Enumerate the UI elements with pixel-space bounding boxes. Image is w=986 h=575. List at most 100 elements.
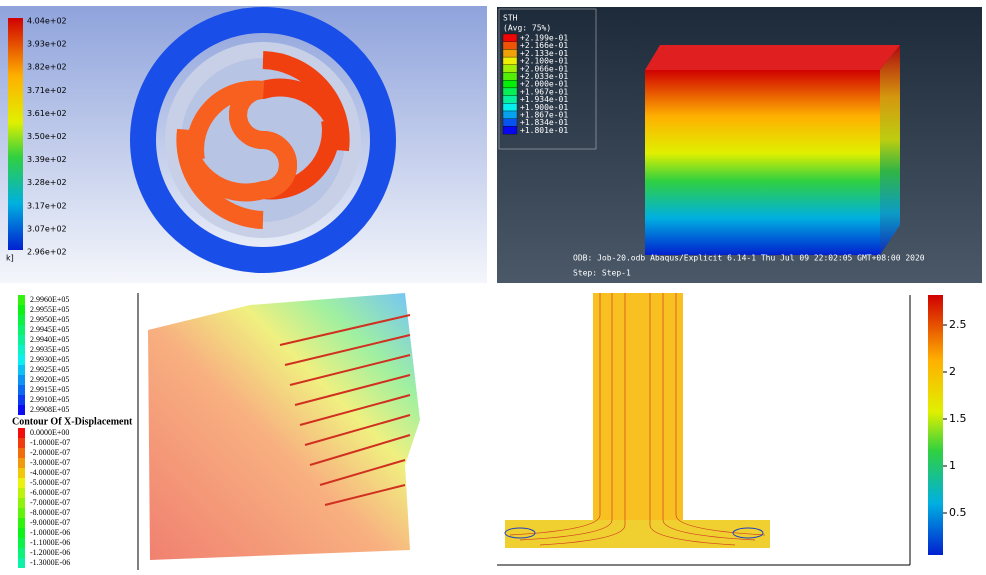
panel-3: Contour Of X-Displacement [12, 293, 420, 570]
legend-label: +1.801e-01 [520, 126, 568, 135]
legend-label: 2.9960E+05 [30, 295, 69, 304]
legend-swatch [18, 345, 25, 355]
tick-label: 2.5 [949, 318, 967, 331]
tick-label: 1 [949, 459, 956, 472]
ring [130, 7, 396, 273]
cube-top [645, 45, 900, 70]
legend-swatch [18, 548, 25, 558]
legend-subtitle: (Avg: 75%) [503, 24, 551, 33]
legend-label: 2.9950E+05 [30, 315, 69, 324]
legend-label: +1.900e-01 [520, 103, 568, 112]
legend-swatch [18, 538, 25, 548]
legend-swatch [18, 315, 25, 325]
legend-swatch [502, 64, 518, 73]
contour-shape [148, 293, 420, 560]
legend-label: -3.0000E-07 [30, 458, 70, 467]
legend-label: +1.867e-01 [520, 111, 568, 120]
legend-label: +1.934e-01 [520, 95, 568, 104]
legend-label: -5.0000E-07 [30, 478, 70, 487]
legend-label: -2.0000E-07 [30, 448, 70, 457]
legend-label: 2.9945E+05 [30, 325, 69, 334]
legend-label: -7.0000E-07 [30, 498, 70, 507]
vortex [504, 527, 536, 539]
legend-swatch [502, 49, 518, 58]
colorbar [8, 18, 23, 250]
legend-swatch [18, 305, 25, 315]
legend-swatch [502, 126, 518, 135]
legend-label: 3.07e+02 [27, 224, 67, 233]
legend-swatch [18, 518, 25, 528]
legend-swatch [18, 355, 25, 365]
panel-4 [497, 293, 943, 566]
legend-label: 2.9908E+05 [30, 405, 69, 414]
legend-swatch [502, 41, 518, 50]
legend-label: 3.82e+02 [27, 63, 67, 72]
legend-swatch [502, 80, 518, 89]
legend-swatch [18, 405, 25, 415]
legend-swatch [18, 335, 25, 345]
legend-label: -8.0000E-07 [30, 508, 70, 517]
legend-label: +2.066e-01 [520, 64, 568, 73]
legend-swatch [18, 385, 25, 395]
legend-title: STH [503, 14, 518, 23]
legend-swatch [18, 448, 25, 458]
legend-swatch [18, 295, 25, 305]
legend-label: +2.100e-01 [520, 57, 568, 66]
tick-label: 0.5 [949, 506, 967, 519]
tick-label: 2 [949, 365, 956, 378]
legend-label: 2.96e+02 [27, 248, 67, 257]
spiral [176, 80, 297, 229]
legend-label: 2.9940E+05 [30, 335, 69, 344]
legend-label: +1.834e-01 [520, 118, 568, 127]
legend-swatch [18, 428, 25, 438]
legend-label: -6.0000E-07 [30, 488, 70, 497]
legend-label: -9.0000E-07 [30, 518, 70, 527]
legend-label: +2.000e-01 [520, 80, 568, 89]
cube-side [880, 45, 900, 255]
unit: k] [6, 254, 14, 263]
legend-label: 2.9915E+05 [30, 385, 69, 394]
channel-vertical [593, 293, 683, 523]
streamlines [509, 293, 766, 546]
legend-label: 3.93e+02 [27, 40, 67, 49]
legend-label: +2.133e-01 [520, 49, 568, 58]
legend-swatch [18, 558, 25, 568]
legend-swatch [18, 488, 25, 498]
legend-swatch [18, 508, 25, 518]
legend-label: -4.0000E-07 [30, 468, 70, 477]
legend-label: 3.71e+02 [27, 86, 67, 95]
legend-swatch [502, 87, 518, 96]
step: Step: Step-1 [573, 269, 631, 278]
legend-swatch [18, 528, 25, 538]
legend-swatch [18, 458, 25, 468]
legend-label: 2.9920E+05 [30, 375, 69, 384]
fibers [279, 314, 411, 506]
legend-label: -1.2000E-06 [30, 548, 70, 557]
vortex [732, 527, 764, 539]
legend-swatch [18, 478, 25, 488]
legend-label: 3.28e+02 [27, 178, 67, 187]
cube-front [645, 70, 880, 255]
footer: ODB: Job-20.odb Abaqus/Explicit 6.14-1 T… [573, 254, 925, 263]
colorbar [928, 295, 943, 555]
legend-label: +1.967e-01 [520, 87, 568, 96]
legend-swatch [502, 118, 518, 127]
legend-swatch [502, 110, 518, 119]
legend-label: -1.0000E-07 [30, 438, 70, 447]
legend-swatch [502, 33, 518, 42]
legend-label: 3.61e+02 [27, 109, 67, 118]
legend-swatch [18, 438, 25, 448]
legend-swatch [18, 375, 25, 385]
legend-swatch [502, 95, 518, 104]
channel-horizontal [505, 520, 770, 548]
legend-label: +2.166e-01 [520, 41, 568, 50]
legend-swatch [502, 72, 518, 81]
tick-label: 1.5 [949, 412, 967, 425]
legend-label: +2.199e-01 [520, 34, 568, 43]
legend-label: +2.033e-01 [520, 72, 568, 81]
legend-swatch [18, 395, 25, 405]
legend-label: 2.9930E+05 [30, 355, 69, 364]
legend-frame [498, 8, 597, 150]
legend-swatch [18, 498, 25, 508]
